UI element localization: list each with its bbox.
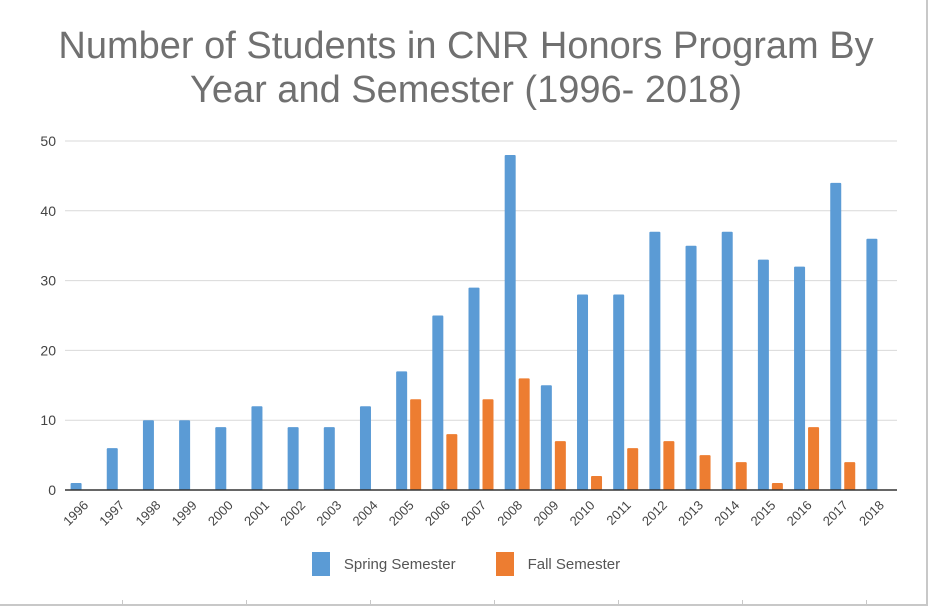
bar-fall-2011 (627, 448, 639, 490)
bar-fall-2016 (808, 427, 820, 490)
x-tick-label-2016: 2016 (784, 498, 815, 529)
legend-label-fall: Fall Semester (527, 555, 621, 573)
x-tick-label-2009: 2009 (530, 498, 561, 529)
bar-fall-2013 (699, 455, 711, 490)
bar-spring-2013 (685, 245, 697, 490)
chart-title-line-1: Number of Students in CNR Honors Program… (58, 25, 874, 67)
y-tick-label-30: 30 (40, 273, 56, 289)
frame-ticks (0, 600, 926, 604)
bar-spring-2004 (359, 406, 371, 490)
y-tick-label-20: 20 (40, 342, 56, 358)
bar-fall-2008 (518, 378, 530, 490)
y-tick-label-0: 0 (48, 482, 56, 498)
x-tick-label-2002: 2002 (277, 498, 308, 529)
bar-spring-2000 (215, 427, 227, 490)
bar-spring-2018 (866, 238, 878, 490)
y-tick-label-40: 40 (40, 203, 56, 219)
bar-spring-2008 (504, 154, 516, 490)
x-tick-label-2013: 2013 (675, 498, 706, 529)
x-tick-label-2007: 2007 (458, 498, 489, 529)
bar-spring-2006 (432, 315, 444, 490)
x-tick-label-2011: 2011 (603, 498, 633, 528)
bar-spring-2016 (794, 266, 806, 490)
x-tick-label-2000: 2000 (205, 498, 236, 529)
legend-item-spring: Spring Semester (311, 552, 456, 576)
x-tick-label-2005: 2005 (386, 498, 417, 529)
bar-spring-2009 (540, 385, 552, 490)
y-tick-label-50: 50 (40, 133, 56, 149)
x-tick-label-2010: 2010 (567, 498, 598, 529)
x-tick-label-2018: 2018 (856, 498, 887, 529)
bar-spring-2012 (649, 231, 661, 491)
bar-spring-1998 (142, 420, 154, 490)
bar-fall-2012 (663, 441, 675, 490)
x-tick-label-2017: 2017 (820, 498, 851, 529)
bar-spring-2001 (251, 406, 263, 490)
legend-item-fall: Fall Semester (495, 552, 621, 576)
bar-spring-2011 (613, 294, 625, 490)
bar-spring-2002 (287, 427, 299, 490)
bar-fall-2006 (446, 434, 458, 490)
bar-spring-1997 (106, 448, 118, 490)
bar-spring-2007 (468, 287, 480, 490)
legend-swatch-spring (311, 552, 330, 576)
x-tick-label-1999: 1999 (169, 498, 200, 529)
bar-spring-2010 (577, 294, 589, 490)
bar-spring-2014 (721, 231, 733, 491)
bar-spring-2017 (830, 182, 842, 490)
bar-fall-2009 (554, 441, 566, 490)
bar-fall-2015 (771, 483, 783, 490)
x-tick-label-2012: 2012 (639, 498, 670, 529)
x-tick-label-2004: 2004 (350, 498, 381, 529)
bar-spring-2015 (757, 259, 769, 490)
x-tick-label-2014: 2014 (711, 498, 742, 529)
chart-title: Number of Students in CNR Honors Program… (0, 24, 932, 112)
x-tick-label-2006: 2006 (422, 498, 453, 529)
legend-label-spring: Spring Semester (343, 555, 456, 573)
legend-swatch-fall (495, 552, 514, 576)
x-tick-label-2008: 2008 (494, 498, 525, 529)
chart-title-line-2: Year and Semester (1996- 2018) (189, 69, 743, 111)
bar-spring-2003 (323, 427, 335, 490)
legend: Spring Semester Fall Semester (0, 552, 932, 576)
bar-spring-2005 (396, 371, 408, 490)
bar-spring-1996 (70, 483, 82, 490)
x-tick-label-2003: 2003 (313, 498, 344, 529)
bar-fall-2014 (735, 462, 747, 490)
bar-fall-2010 (591, 476, 603, 490)
x-tick-label-2001: 2001 (241, 498, 272, 529)
x-tick-label-2015: 2015 (747, 498, 778, 529)
x-tick-label-1998: 1998 (132, 498, 163, 529)
bar-fall-2017 (844, 462, 856, 490)
x-tick-label-1997: 1997 (96, 498, 127, 529)
bar-spring-1999 (179, 420, 191, 490)
y-tick-label-10: 10 (40, 412, 56, 428)
x-tick-label-1996: 1996 (60, 498, 91, 529)
bar-fall-2007 (482, 399, 494, 490)
bar-fall-2005 (410, 399, 422, 490)
